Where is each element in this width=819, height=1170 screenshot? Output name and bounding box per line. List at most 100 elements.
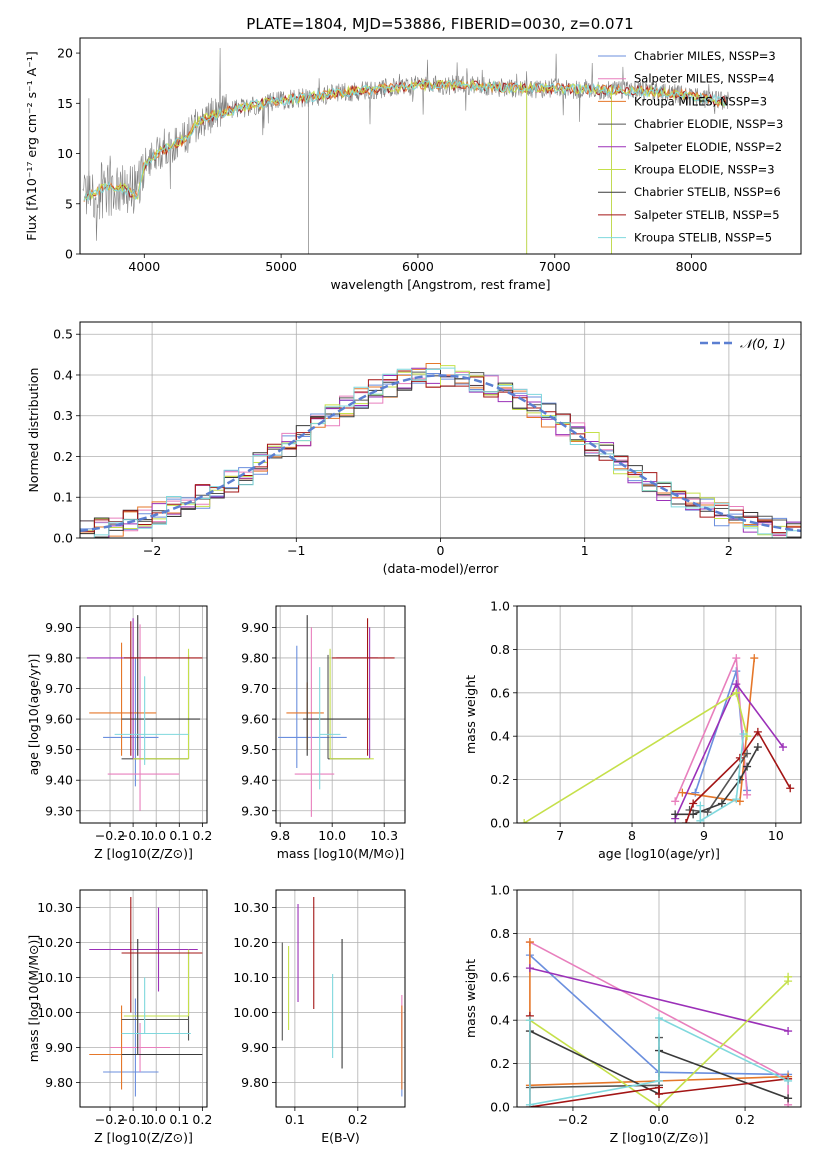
x-axis-label: E(B-V) bbox=[321, 1130, 360, 1145]
y-tick-label: 9.80 bbox=[45, 650, 73, 665]
x-tick-label: 2 bbox=[725, 543, 733, 558]
normal-curve bbox=[80, 374, 801, 533]
y-tick-label: 9.90 bbox=[241, 1040, 269, 1055]
y-axis-label: Normed distribution bbox=[26, 368, 41, 493]
x-tick-label: 0.2 bbox=[192, 1112, 212, 1127]
weight-marker-salp_miles bbox=[732, 654, 741, 663]
x-tick-label: 7000 bbox=[539, 259, 571, 274]
weight-marker-salp_miles bbox=[671, 797, 680, 806]
x-tick-label: 9 bbox=[700, 828, 708, 843]
weight-marker-salp_miles bbox=[743, 790, 752, 799]
y-tick-label: 9.60 bbox=[241, 712, 269, 727]
spectrum-legend: Chabrier MILES, NSSP=3 Salpeter MILES, NS… bbox=[598, 49, 783, 245]
weight-marker-chab_stelib bbox=[671, 810, 680, 819]
mass-vs-metallicity-panel: −0.2−0.10.0 0.1 0.2 9.80 9.90 10.00 10.10 10.20… bbox=[26, 889, 212, 1145]
y-tick-label: 9.80 bbox=[241, 650, 269, 665]
weight-marker-chab_stelib bbox=[784, 1094, 793, 1103]
weight-line-salp_elodie bbox=[529, 967, 789, 1032]
y-tick-label: 0.2 bbox=[53, 449, 73, 464]
y-tick-label: 0.5 bbox=[53, 327, 73, 342]
plot-area bbox=[80, 362, 801, 538]
legend-label: Kroupa ELODIE, NSSP=3 bbox=[634, 163, 775, 177]
legend-label: Salpeter ELODIE, NSSP=2 bbox=[634, 140, 782, 154]
weight-marker-krou_stelib bbox=[696, 816, 705, 823]
x-tick-label: 0.1 bbox=[169, 1112, 189, 1127]
histogram-krou_stelib bbox=[80, 367, 801, 538]
axes-frame bbox=[275, 605, 406, 824]
weight-marker-krou_stelib bbox=[784, 1076, 793, 1085]
x-tick-label: −0.1 bbox=[118, 1112, 148, 1127]
y-tick-label: 10 bbox=[57, 146, 73, 161]
legend-label: Salpeter STELIB, NSSP=5 bbox=[634, 208, 780, 222]
x-tick-label: 0.1 bbox=[285, 1112, 305, 1127]
y-tick-label: 9.30 bbox=[241, 803, 269, 818]
x-tick-label: 0.0 bbox=[146, 828, 166, 843]
y-tick-label: 10.10 bbox=[37, 970, 73, 985]
weight-marker-salp_elodie bbox=[732, 680, 741, 689]
weight-marker-krou_stelib bbox=[525, 1016, 534, 1025]
axes-frame bbox=[79, 889, 208, 1108]
x-tick-label: −0.1 bbox=[118, 828, 148, 843]
weight-marker-krou_stelib bbox=[739, 730, 748, 739]
weight-marker-salp_stelib bbox=[681, 819, 690, 823]
x-tick-label: 8000 bbox=[676, 259, 708, 274]
plot-area bbox=[281, 897, 403, 1097]
legend-label: Kroupa STELIB, NSSP=5 bbox=[634, 231, 772, 245]
weight-marker-salp_stelib bbox=[689, 799, 698, 808]
weight-marker-krou_elodie bbox=[655, 1103, 663, 1107]
axes-frame bbox=[516, 605, 802, 824]
y-tick-label: 10.30 bbox=[37, 900, 73, 915]
y-tick-label: 0.1 bbox=[53, 490, 73, 505]
y-tick-label: 15 bbox=[57, 96, 73, 111]
x-tick-label: 5000 bbox=[265, 259, 297, 274]
x-axis-label: wavelength [Angstrom, rest frame] bbox=[330, 277, 550, 292]
y-tick-label: 9.40 bbox=[241, 773, 269, 788]
y-tick-label: 0.8 bbox=[490, 926, 510, 941]
weight-marker-krou_miles bbox=[750, 654, 759, 663]
legend-label: Chabrier STELIB, NSSP=6 bbox=[634, 185, 781, 199]
y-tick-label: 1.0 bbox=[490, 883, 510, 898]
weight-marker-chab_stelib bbox=[743, 762, 752, 771]
plot-area bbox=[278, 615, 395, 817]
y-tick-label: 9.90 bbox=[241, 620, 269, 635]
weight-marker-chab_elodie bbox=[743, 749, 752, 758]
weight-marker-krou_elodie bbox=[732, 688, 741, 697]
y-axis-label: mass [log10(M/M⊙)] bbox=[26, 935, 41, 1063]
age-vs-mass-panel: 9.8 10.0 10.3 9.30 9.40 9.50 9.60 9.70 9.80 9.90 m… bbox=[241, 605, 406, 861]
axes-frame bbox=[79, 37, 802, 255]
x-tick-label: −1 bbox=[287, 543, 305, 558]
axes-frame bbox=[516, 889, 802, 1108]
y-tick-label: 0.4 bbox=[490, 729, 510, 744]
y-tick-label: 0.6 bbox=[490, 969, 510, 984]
x-tick-label: 0.1 bbox=[169, 828, 189, 843]
weight-marker-krou_stelib bbox=[655, 1014, 663, 1023]
weight-marker-chab_stelib bbox=[735, 775, 744, 784]
x-tick-label: −0.2 bbox=[95, 828, 125, 843]
x-tick-label: 0 bbox=[437, 543, 445, 558]
weight-line-krou_stelib bbox=[699, 733, 745, 823]
weight-marker-salp_elodie bbox=[525, 964, 534, 973]
y-tick-label: 0.0 bbox=[490, 1100, 510, 1115]
legend-label: Chabrier ELODIE, NSSP=3 bbox=[634, 117, 783, 131]
y-tick-label: 9.50 bbox=[241, 742, 269, 757]
weight-marker-salp_stelib bbox=[753, 727, 762, 736]
x-tick-label: 6000 bbox=[402, 259, 434, 274]
x-tick-label: 8 bbox=[628, 828, 636, 843]
residual-histogram-panel: −2 −1 0 1 2 0.0 0.1 0.2 0.3 0.4 0.5 (data-model)/er… bbox=[26, 321, 802, 576]
x-tick-label: 9.8 bbox=[270, 828, 290, 843]
legend-label: Salpeter MILES, NSSP=4 bbox=[634, 72, 775, 86]
x-axis-label: age [log10(age/yr)] bbox=[598, 846, 720, 861]
y-axis-label: mass weight bbox=[463, 959, 478, 1038]
histogram-salp_stelib bbox=[80, 370, 801, 534]
weight-marker-krou_miles bbox=[525, 938, 534, 947]
y-tick-label: 0.0 bbox=[490, 816, 510, 831]
weight-marker-krou_stelib bbox=[525, 1100, 534, 1107]
weight-marker-salp_stelib bbox=[786, 784, 795, 793]
x-tick-label: −0.2 bbox=[558, 1112, 588, 1127]
x-axis-label: Z [log10(Z/Z⊙)] bbox=[610, 1130, 709, 1145]
y-tick-label: 0.0 bbox=[53, 531, 73, 546]
weight-marker-salp_elodie bbox=[784, 1027, 793, 1036]
y-tick-label: 0.3 bbox=[53, 408, 73, 423]
y-axis-label: Flux [fλ10⁻¹⁷ erg cm⁻² s⁻¹ A⁻¹] bbox=[24, 51, 39, 240]
